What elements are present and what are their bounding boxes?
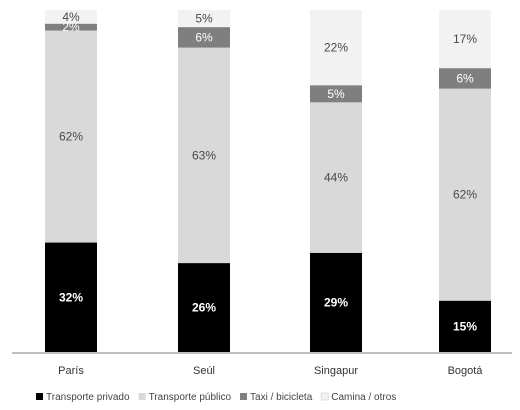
bar-taxi-bicicleta-bogota (439, 68, 491, 89)
bar-transporte-privado-seul (178, 263, 230, 352)
data-label-camina-otros-seul: 5% (195, 12, 213, 26)
data-label-camina-otros-singapur: 22% (324, 41, 348, 55)
bar-taxi-bicicleta-singapur (310, 85, 362, 103)
legend-label-transporte-publico: Transporte público (149, 392, 232, 403)
data-label-transporte-privado-seul: 26% (192, 301, 216, 315)
legend-swatch-transporte-publico (138, 393, 146, 400)
legend-label-taxi-bicicleta: Taxi / bicicleta (250, 392, 313, 403)
data-label-transporte-publico-singapur: 44% (324, 171, 348, 185)
bar-transporte-publico-bogota (439, 88, 491, 301)
data-label-taxi-bicicleta-seul: 6% (195, 30, 213, 44)
bar-transporte-privado-bogota (439, 300, 491, 352)
category-label-singapur: Singapur (314, 365, 358, 377)
bar-camina-otros-seul (178, 10, 230, 28)
data-label-transporte-publico-paris: 62% (59, 130, 83, 144)
bar-transporte-privado-singapur (310, 252, 362, 352)
data-label-transporte-publico-bogota: 62% (453, 188, 477, 202)
legend-swatch-camina-otros (320, 392, 329, 401)
bar-camina-otros-paris (45, 10, 97, 24)
bar-transporte-privado-paris (45, 242, 97, 352)
legend-label-camina-otros: Camina / otros (331, 392, 396, 403)
data-label-transporte-privado-bogota: 15% (453, 319, 477, 333)
data-label-transporte-privado-paris: 32% (59, 290, 83, 304)
category-label-seul: Seúl (193, 365, 215, 377)
legend-swatch-taxi-bicicleta (240, 393, 248, 400)
bar-transporte-publico-paris (45, 30, 97, 243)
bar-transporte-publico-singapur (310, 102, 362, 253)
bar-transporte-publico-seul (178, 47, 230, 264)
legend-swatch-transporte-privado (36, 393, 43, 400)
data-label-taxi-bicicleta-singapur: 5% (327, 87, 345, 101)
legend-label-transporte-privado: Transporte privado (46, 392, 130, 403)
bar-taxi-bicicleta-seul (178, 27, 230, 48)
data-label-taxi-bicicleta-bogota: 6% (456, 71, 474, 85)
data-label-transporte-privado-singapur: 29% (324, 295, 348, 309)
data-label-transporte-publico-seul: 63% (192, 148, 216, 162)
bar-camina-otros-bogota (439, 10, 491, 69)
bar-camina-otros-singapur (310, 10, 362, 86)
data-label-camina-otros-bogota: 17% (453, 32, 477, 46)
category-label-paris: París (58, 365, 84, 377)
category-label-bogota: Bogotá (448, 365, 484, 377)
data-label-camina-otros-paris: 4% (62, 10, 80, 24)
bar-taxi-bicicleta-paris (45, 23, 97, 31)
